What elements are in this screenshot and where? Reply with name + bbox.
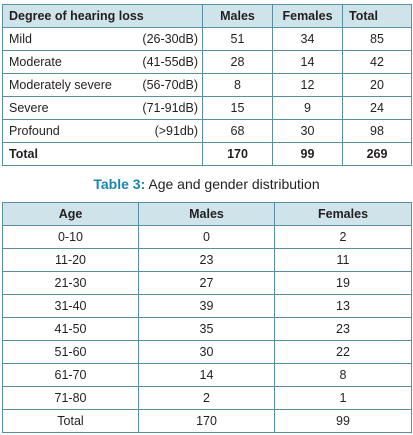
hearing-loss-table: Degree of hearing loss Males Females Tot…: [2, 4, 412, 166]
age-cell: 41-50: [2, 317, 139, 341]
females-cell: 2: [274, 225, 412, 249]
males-cell: 30: [138, 340, 275, 364]
table-row: 51-60 30 22: [2, 340, 412, 364]
total-cell: 42: [342, 50, 412, 74]
males-cell: 0: [138, 225, 275, 249]
males-cell: 14: [138, 363, 275, 387]
males-cell: 2: [138, 386, 275, 410]
age-cell: Total: [2, 409, 139, 433]
females-cell: 30: [272, 119, 343, 143]
total-row: Total 170 99 269: [2, 142, 412, 166]
degree-name: Profound: [9, 124, 60, 138]
females-cell: 14: [272, 50, 343, 74]
degree-range: (71-91dB): [142, 101, 198, 115]
degree-cell: Profound (>91db): [2, 119, 203, 143]
caption-text: Age and gender distribution: [145, 176, 320, 192]
total-females: 99: [272, 142, 343, 166]
degree-cell: Moderately severe (56-70dB): [2, 73, 203, 97]
degree-name: Mild: [9, 32, 32, 46]
table-row: 41-50 35 23: [2, 317, 412, 341]
table-row: 11-20 23 11: [2, 248, 412, 272]
header-females: Females: [274, 202, 412, 226]
degree-range: (56-70dB): [142, 78, 198, 92]
males-cell: 68: [202, 119, 273, 143]
age-cell: 21-30: [2, 271, 139, 295]
age-cell: 71-80: [2, 386, 139, 410]
table-row: 0-10 0 2: [2, 225, 412, 249]
age-cell: 61-70: [2, 363, 139, 387]
total-row: Total 170 99: [2, 409, 412, 433]
table-row: 71-80 2 1: [2, 386, 412, 410]
males-cell: 28: [202, 50, 273, 74]
table-row: Moderate (41-55dB) 28 14 42: [2, 50, 412, 74]
age-gender-table: Age Males Females 0-10 0 2 11-20 23 11 2…: [2, 202, 412, 433]
total-cell: 85: [342, 27, 412, 51]
females-cell: 13: [274, 294, 412, 318]
total-males: 170: [202, 142, 273, 166]
table-row: 21-30 27 19: [2, 271, 412, 295]
males-cell: 35: [138, 317, 275, 341]
degree-cell: Moderate (41-55dB): [2, 50, 203, 74]
age-cell: 31-40: [2, 294, 139, 318]
header-degree: Degree of hearing loss: [2, 4, 203, 28]
caption-label: Table 3:: [93, 176, 146, 192]
females-cell: 12: [272, 73, 343, 97]
header-females: Females: [272, 4, 343, 28]
table-caption: Table 3: Age and gender distribution: [0, 176, 413, 192]
degree-cell: Mild (26-30dB): [2, 27, 203, 51]
males-cell: 39: [138, 294, 275, 318]
total-cell: 98: [342, 119, 412, 143]
table-row: 31-40 39 13: [2, 294, 412, 318]
males-cell: 15: [202, 96, 273, 120]
total-label: Total: [2, 142, 203, 166]
table-row: Profound (>91db) 68 30 98: [2, 119, 412, 143]
header-males: Males: [202, 4, 273, 28]
total-all: 269: [342, 142, 412, 166]
table-header-row: Age Males Females: [2, 202, 412, 226]
males-cell: 51: [202, 27, 273, 51]
females-cell: 9: [272, 96, 343, 120]
degree-name: Severe: [9, 101, 49, 115]
males-cell: 27: [138, 271, 275, 295]
males-cell: 8: [202, 73, 273, 97]
females-cell: 19: [274, 271, 412, 295]
males-cell: 170: [138, 409, 275, 433]
age-cell: 11-20: [2, 248, 139, 272]
degree-range: (>91db): [154, 124, 198, 138]
degree-name: Moderate: [9, 55, 62, 69]
table-row: Moderately severe (56-70dB) 8 12 20: [2, 73, 412, 97]
header-age: Age: [2, 202, 139, 226]
females-cell: 22: [274, 340, 412, 364]
table-row: Severe (71-91dB) 15 9 24: [2, 96, 412, 120]
table-row: Mild (26-30dB) 51 34 85: [2, 27, 412, 51]
total-cell: 20: [342, 73, 412, 97]
table-header-row: Degree of hearing loss Males Females Tot…: [2, 4, 412, 28]
females-cell: 11: [274, 248, 412, 272]
age-cell: 0-10: [2, 225, 139, 249]
degree-range: (41-55dB): [142, 55, 198, 69]
females-cell: 23: [274, 317, 412, 341]
header-total: Total: [342, 4, 412, 28]
males-cell: 23: [138, 248, 275, 272]
females-cell: 99: [274, 409, 412, 433]
table-row: 61-70 14 8: [2, 363, 412, 387]
females-cell: 8: [274, 363, 412, 387]
degree-range: (26-30dB): [142, 32, 198, 46]
females-cell: 1: [274, 386, 412, 410]
age-cell: 51-60: [2, 340, 139, 364]
degree-name: Moderately severe: [9, 78, 112, 92]
header-males: Males: [138, 202, 275, 226]
total-cell: 24: [342, 96, 412, 120]
degree-cell: Severe (71-91dB): [2, 96, 203, 120]
females-cell: 34: [272, 27, 343, 51]
